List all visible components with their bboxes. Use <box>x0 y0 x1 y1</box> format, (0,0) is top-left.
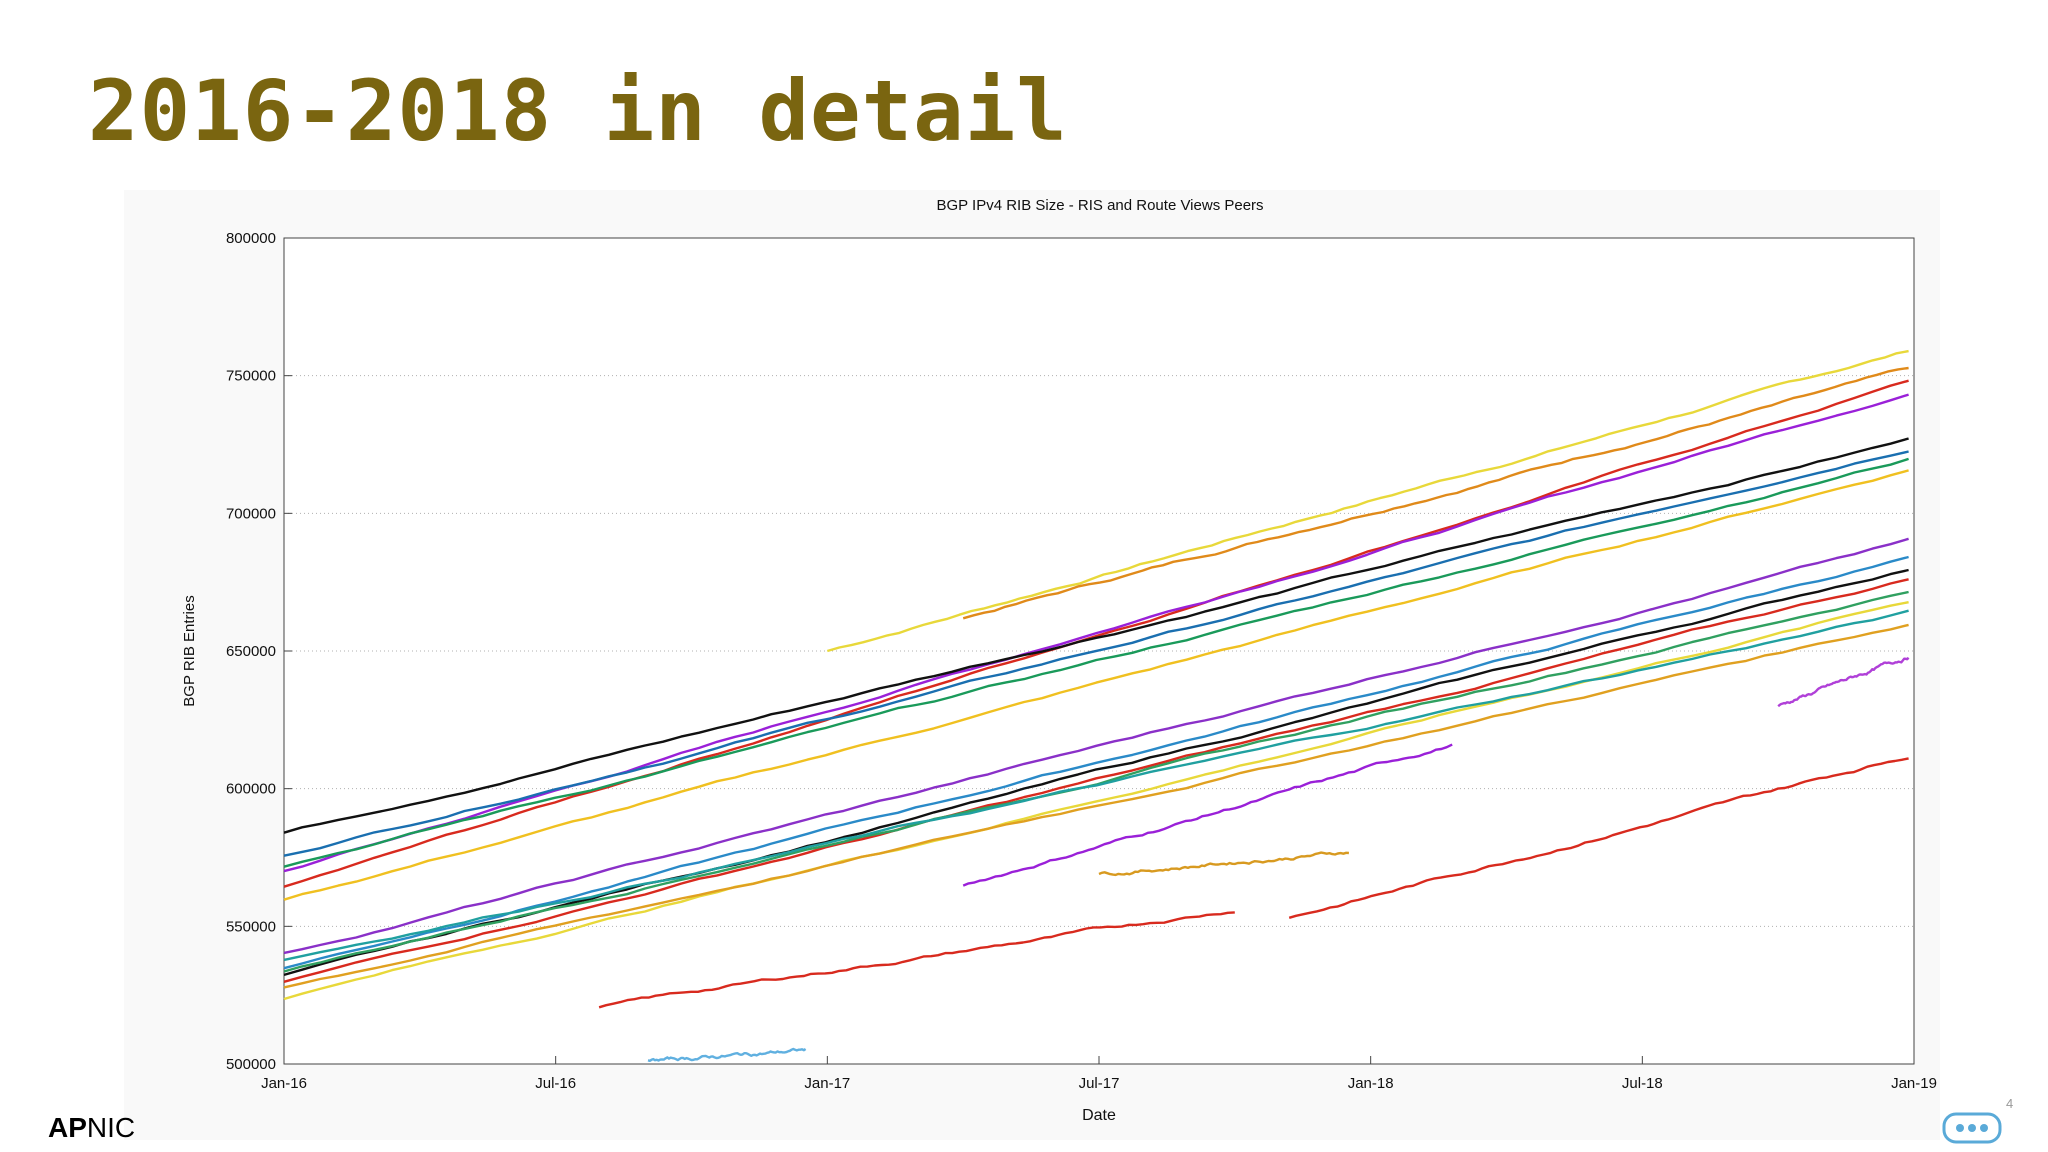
chart-panel: BGP IPv4 RIB Size - RIS and Route Views … <box>124 190 1940 1140</box>
y-tick-label: 600000 <box>226 781 276 798</box>
bgp-rib-chart: BGP IPv4 RIB Size - RIS and Route Views … <box>181 197 1937 1124</box>
series-lower-peers-orange <box>283 623 1909 989</box>
series-lower-peers-yellow <box>283 601 1909 1001</box>
series-upper-peers-black <box>283 437 1909 834</box>
x-tick-label: Jan-16 <box>261 1075 307 1092</box>
logo-prefix: AP <box>48 1112 87 1143</box>
y-tick-label: 650000 <box>226 643 276 660</box>
data-series <box>283 349 1910 1062</box>
y-tick-label: 800000 <box>226 230 276 247</box>
series-upper-peers-top <box>826 349 1909 653</box>
page-number: 4 <box>2006 1096 2014 1111</box>
logo-suffix: NIC <box>86 1112 136 1143</box>
series-red-low <box>598 911 1235 1009</box>
x-tick-label: Jul-16 <box>535 1075 576 1092</box>
y-tick-label: 700000 <box>226 505 276 522</box>
y-tick-label: 550000 <box>226 918 276 935</box>
series-lower-peers-blue <box>283 555 1909 970</box>
apnic-logo: APNIC <box>48 1112 135 1144</box>
x-tick-label: Jan-19 <box>1891 1075 1937 1092</box>
x-tick-label: Jan-17 <box>804 1075 850 1092</box>
series-lower-peers-purple <box>283 537 1909 955</box>
series-lower-peers-teal <box>283 609 1909 962</box>
series-lightblue-bottom <box>647 1047 807 1062</box>
y-tick-label: 500000 <box>226 1056 276 1073</box>
y-tick-label: 750000 <box>226 368 276 385</box>
x-tick-label: Jul-17 <box>1079 1075 1120 1092</box>
series-upper-peers-blue <box>283 450 1909 857</box>
x-axis-ticks: Jan-16 Jul-16 Jan-17 Jul-17 Jan-18 Jul-18 Jan-… <box>261 1056 1937 1092</box>
series-lower-peers-red <box>283 578 1909 983</box>
slide-title: 2016-2018 in detail <box>88 62 1068 160</box>
series-red-bottom <box>1288 757 1909 919</box>
series-upper-peers-orange <box>962 366 1909 620</box>
series-upper-peers-yellow2 <box>283 469 1909 901</box>
x-axis-label: Date <box>1082 1107 1116 1124</box>
series-orange-low <box>1098 851 1349 877</box>
series-upper-peers-green <box>283 457 1909 868</box>
chart-title: BGP IPv4 RIB Size - RIS and Route Views … <box>936 197 1263 214</box>
y-axis-ticks: 500000 550000 600000 650000 700000 750000 8000… <box>226 230 292 1073</box>
series-upper-peers-red <box>283 379 1909 888</box>
event-badge-icon <box>1942 1112 2002 1144</box>
x-tick-label: Jul-18 <box>1622 1075 1663 1092</box>
series-purple-mid <box>962 743 1453 887</box>
series-purple-right <box>1777 656 1910 708</box>
x-tick-label: Jan-18 <box>1348 1075 1394 1092</box>
y-axis-label: BGP RIB Entries <box>181 595 198 706</box>
